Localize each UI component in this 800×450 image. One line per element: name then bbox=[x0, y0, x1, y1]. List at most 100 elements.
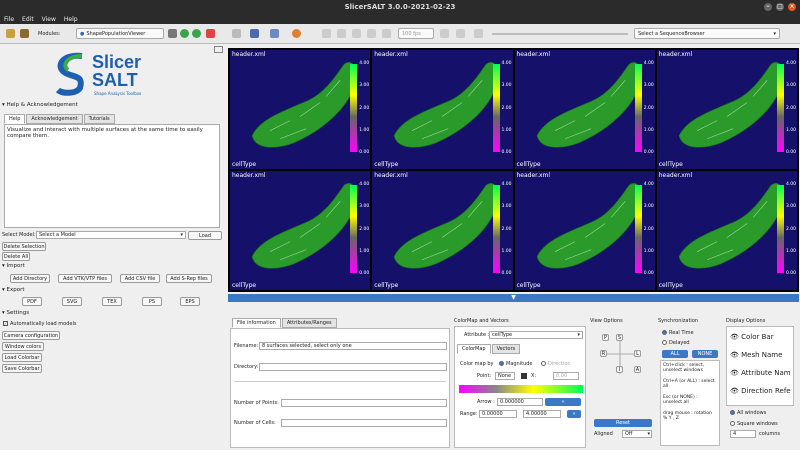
range-max-field[interactable]: 4.00000 bbox=[523, 410, 561, 418]
forward-arrow-icon[interactable] bbox=[192, 29, 201, 38]
tab-acknowledgement[interactable]: Acknowledgement bbox=[26, 114, 83, 124]
axis-r-button[interactable]: R bbox=[600, 350, 607, 357]
sequence-browser-selector[interactable]: Select a SequenceBrowser ▾ bbox=[634, 28, 780, 39]
collapse-bar[interactable]: ▼ bbox=[228, 294, 799, 302]
mouse-mode-icon[interactable] bbox=[232, 29, 241, 38]
arrow-apply-button[interactable]: » bbox=[545, 398, 581, 406]
render-view[interactable]: header.xml cellType 4.00 3.00 2.00 1.00 0.00 bbox=[230, 171, 371, 290]
speed-box[interactable]: 100 fps bbox=[398, 28, 434, 39]
load-button[interactable]: Load bbox=[188, 231, 222, 240]
load-colorbar-button[interactable]: Load Colorbar bbox=[2, 353, 42, 362]
select-all-button[interactable]: ALL bbox=[662, 350, 688, 358]
python-icon[interactable] bbox=[206, 29, 215, 38]
export-eps-button[interactable]: EPS bbox=[180, 297, 200, 306]
tab-file-information[interactable]: File information bbox=[232, 318, 281, 328]
fiducial-icon[interactable] bbox=[250, 29, 259, 38]
maximize-icon[interactable]: □ bbox=[776, 3, 784, 11]
axis-s-button[interactable]: S bbox=[616, 334, 623, 341]
direction-ref-toggle[interactable]: 👁 Direction Refe bbox=[730, 387, 791, 395]
arrow-field[interactable]: 0.000000 bbox=[497, 398, 543, 406]
layout-icon[interactable] bbox=[270, 29, 279, 38]
meshname-toggle[interactable]: 👁 Mesh Name bbox=[730, 351, 782, 359]
seq-next-icon[interactable] bbox=[367, 29, 376, 38]
realtime-radio[interactable]: Real Time bbox=[662, 330, 694, 336]
render-view[interactable]: header.xml cellType 4.00 3.00 2.00 1.00 0.00 bbox=[372, 50, 513, 169]
tab-colormap[interactable]: ColorMap bbox=[457, 344, 491, 354]
points-field[interactable] bbox=[281, 399, 447, 407]
delete-selection-button[interactable]: Delete Selection bbox=[2, 242, 46, 251]
import-section-header[interactable]: ▾ Import bbox=[2, 263, 25, 269]
render-view[interactable]: header.xml cellType 4.00 3.00 2.00 1.00 0.00 bbox=[514, 50, 655, 169]
axis-a-button[interactable]: A bbox=[634, 366, 641, 373]
colorbar-toggle[interactable]: 👁 Color Bar bbox=[730, 333, 774, 341]
help-section-header[interactable]: ▾ Help & Acknowledgement bbox=[2, 102, 78, 108]
module-selector[interactable]: ● ShapePopulationViewer bbox=[76, 28, 164, 39]
square-windows-radio[interactable]: Square windows bbox=[730, 421, 778, 427]
window-colors-button[interactable]: Window colors bbox=[2, 342, 44, 351]
columns-spinbox[interactable]: 4 bbox=[730, 430, 756, 438]
delete-all-button[interactable]: Delete All bbox=[2, 252, 30, 261]
tab-tutorials[interactable]: Tutorials bbox=[83, 114, 115, 124]
aligned-selector[interactable]: Off ▾ bbox=[622, 430, 652, 438]
auto-load-checkbox[interactable]: ✓ Automatically load models bbox=[3, 321, 76, 327]
select-none-button[interactable]: NONE bbox=[692, 350, 718, 358]
range-min-field[interactable]: 0.00000 bbox=[479, 410, 517, 418]
axis-p-button[interactable]: P bbox=[602, 334, 609, 341]
attribute-selector[interactable]: cellType ▾ bbox=[489, 331, 583, 339]
render-view[interactable]: header.xml cellType 4.00 3.00 2.00 1.00 0.00 bbox=[372, 171, 513, 290]
save-icon[interactable] bbox=[20, 29, 29, 38]
export-svg-button[interactable]: SVG bbox=[62, 297, 82, 306]
x-field[interactable]: 0.00 bbox=[553, 372, 579, 380]
module-list-icon[interactable] bbox=[168, 29, 177, 38]
axis-i-button[interactable]: I bbox=[616, 366, 623, 373]
render-view[interactable]: header.xml cellType 4.00 3.00 2.00 1.00 0.00 bbox=[514, 171, 655, 290]
magnitude-radio[interactable]: Magnitude bbox=[499, 361, 533, 367]
point-selector[interactable]: None bbox=[495, 372, 515, 380]
add-csv-button[interactable]: Add CSV file bbox=[120, 274, 160, 283]
menu-edit[interactable]: Edit bbox=[22, 15, 34, 23]
seq-prev-icon[interactable] bbox=[337, 29, 346, 38]
color-swatch[interactable] bbox=[521, 373, 527, 379]
render-view[interactable]: header.xml cellType 4.00 3.00 2.00 1.00 0.00 bbox=[656, 171, 797, 290]
close-icon[interactable]: × bbox=[788, 3, 796, 11]
delayed-radio[interactable]: Delayed bbox=[662, 340, 690, 346]
range-apply-button[interactable]: » bbox=[567, 410, 581, 418]
attribute-name-toggle[interactable]: 👁 Attribute Nam bbox=[730, 369, 791, 377]
menu-view[interactable]: View bbox=[41, 15, 56, 23]
render-view[interactable]: header.xml cellType 4.00 3.00 2.00 1.00 0.00 bbox=[656, 50, 797, 169]
add-srep-button[interactable]: Add S-Rep files bbox=[166, 274, 212, 283]
undock-icon[interactable] bbox=[214, 46, 223, 53]
cells-field[interactable] bbox=[281, 419, 447, 427]
export-tex-button[interactable]: TEX bbox=[102, 297, 122, 306]
menu-help[interactable]: Help bbox=[63, 15, 78, 23]
export-pdf-button[interactable]: PDF bbox=[22, 297, 42, 306]
back-arrow-icon[interactable] bbox=[180, 29, 189, 38]
model-selector[interactable]: Select a Model ▾ bbox=[36, 231, 186, 239]
load-data-icon[interactable] bbox=[6, 29, 15, 38]
crosshair-icon[interactable] bbox=[292, 29, 301, 38]
record-icon[interactable] bbox=[440, 29, 449, 38]
colormap-gradient[interactable] bbox=[459, 385, 583, 393]
directory-field[interactable] bbox=[259, 363, 447, 371]
axis-l-button[interactable]: L bbox=[634, 350, 641, 357]
menu-file[interactable]: File bbox=[4, 15, 15, 23]
minimize-icon[interactable]: – bbox=[764, 3, 772, 11]
camera-config-button[interactable]: Camera configuration bbox=[2, 331, 60, 340]
seq-play-icon[interactable] bbox=[352, 29, 361, 38]
tab-help[interactable]: Help bbox=[4, 114, 26, 124]
settings-section-header[interactable]: ▾ Settings bbox=[2, 310, 29, 316]
seq-last-icon[interactable] bbox=[382, 29, 391, 38]
export-section-header[interactable]: ▾ Export bbox=[2, 287, 25, 293]
all-windows-radio[interactable]: All windows bbox=[730, 410, 766, 416]
save-colorbar-button[interactable]: Save Colorbar bbox=[2, 364, 42, 373]
render-view[interactable]: header.xml cellType 4.00 3.00 2.00 1.00 0.00 bbox=[230, 50, 371, 169]
seq-first-icon[interactable] bbox=[322, 29, 331, 38]
sequence-slider[interactable] bbox=[492, 33, 628, 35]
export-ps-button[interactable]: PS bbox=[142, 297, 162, 306]
tab-attributes-ranges[interactable]: Attributes/Ranges bbox=[281, 318, 337, 328]
add-vtk-button[interactable]: Add VTK/VTP files bbox=[58, 274, 112, 283]
loop-icon[interactable] bbox=[456, 29, 465, 38]
direction-radio[interactable]: Direction bbox=[541, 361, 571, 367]
filename-field[interactable]: 8 surfaces selected, select only one bbox=[259, 342, 447, 350]
sequence-icon[interactable] bbox=[474, 29, 483, 38]
